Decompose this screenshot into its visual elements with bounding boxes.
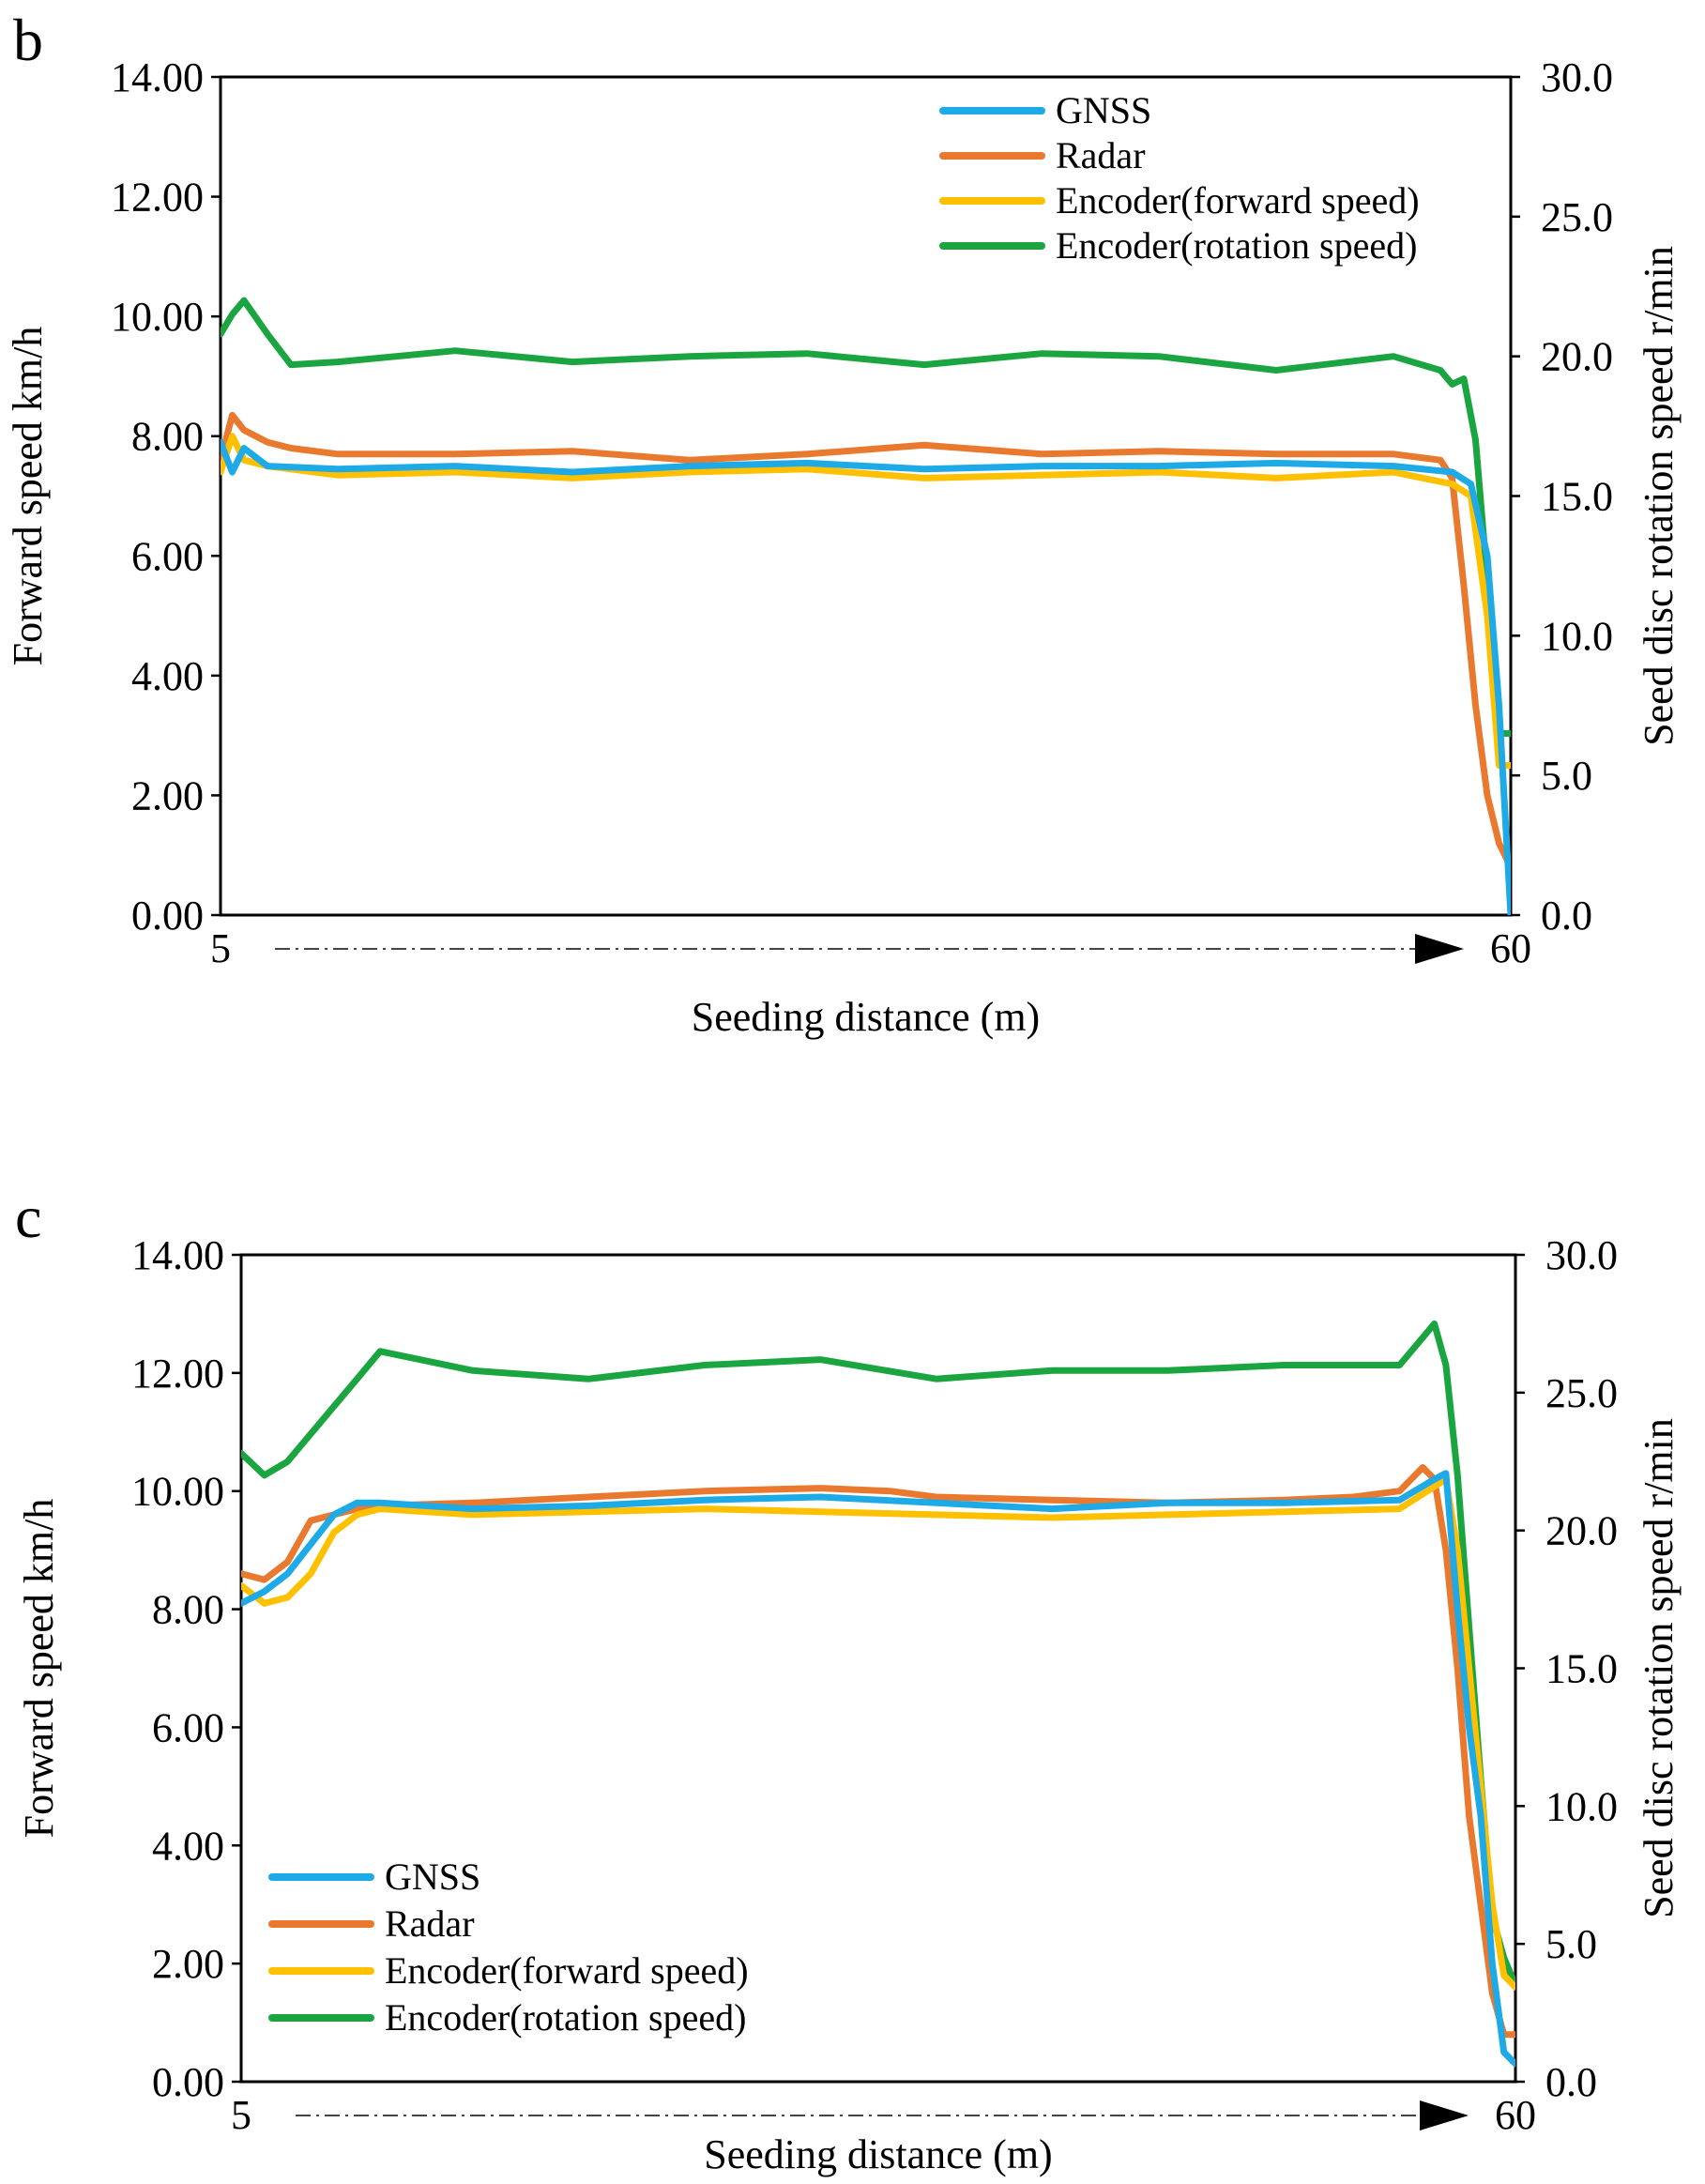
y-tick-label: 8.00 (131, 414, 204, 460)
y-tick-label: 10.00 (111, 294, 204, 340)
series-line-encoder-forward-speed (241, 1475, 1515, 1991)
distance-arrowhead (1420, 2100, 1469, 2131)
y2-tick-label: 30.0 (1545, 1232, 1618, 1278)
legend-label: GNSS (385, 1856, 480, 1898)
y-tick-label: 0.00 (131, 893, 204, 939)
y-tick-label: 6.00 (131, 533, 204, 579)
y2-tick-label: 25.0 (1541, 194, 1613, 240)
y2-tick-label: 20.0 (1545, 1508, 1618, 1554)
chart-panel-b: b 0.00 2.00 4.00 6.00 8.00 10.00 12.00 14.00 0.0 5… (5, 7, 1682, 1040)
y-tick-label: 14.00 (111, 54, 204, 100)
x-tick-label: 5 (231, 2092, 251, 2138)
y-tick-label: 4.00 (131, 653, 204, 699)
y2-tick-label: 0.0 (1541, 893, 1592, 939)
series-line-gnss (241, 1470, 1515, 2068)
y-tick-label: 2.00 (131, 772, 204, 818)
y2-tick-label: 0.0 (1545, 2059, 1597, 2105)
legend-label: Encoder(rotation speed) (385, 1996, 746, 2039)
x-tick-label: 60 (1495, 2092, 1536, 2138)
y2-tick-label: 30.0 (1541, 54, 1613, 100)
panel-label: b (13, 7, 43, 73)
legend-label: Radar (1056, 134, 1146, 176)
y2-axis-label: Seed disc rotation speed r/min (1636, 1418, 1682, 1918)
y-tick-label: 10.00 (131, 1469, 224, 1515)
series-line-encoder-forward-speed (221, 433, 1511, 769)
x-axis-label: Seeding distance (m) (704, 2131, 1052, 2177)
x-tick-label: 60 (1490, 925, 1531, 971)
y2-tick-label: 5.0 (1541, 753, 1592, 799)
x-tick-label: 5 (210, 925, 231, 971)
series-line-encoder-rotation-speed (221, 297, 1511, 737)
series-line-radar (221, 411, 1511, 871)
legend-label: Radar (385, 1902, 475, 1945)
legend-label: Encoder(forward speed) (385, 1949, 749, 1992)
y2-tick-label: 15.0 (1541, 474, 1613, 520)
y-tick-label: 2.00 (152, 1941, 224, 1987)
y2-tick-label: 20.0 (1541, 334, 1613, 380)
distance-arrowhead (1415, 934, 1464, 964)
x-axis-label: Seeding distance (m) (692, 994, 1040, 1040)
y-tick-label: 12.00 (131, 1351, 224, 1397)
y2-tick-label: 10.0 (1545, 1783, 1618, 1829)
y-axis-label: Forward speed km/h (5, 327, 51, 666)
legend-label: Encoder(forward speed) (1056, 179, 1420, 221)
series-line-gnss (221, 438, 1511, 915)
y-tick-label: 14.00 (131, 1232, 224, 1278)
y-tick-label: 12.00 (111, 175, 204, 221)
chart-panel-c: c 0.00 2.00 4.00 6.00 8.00 10.00 12.00 14.00 0.0 5… (15, 1184, 1682, 2177)
legend-label: Encoder(rotation speed) (1056, 224, 1417, 267)
legend-label: GNSS (1056, 89, 1151, 131)
y2-tick-label: 10.0 (1541, 613, 1613, 659)
y2-tick-label: 25.0 (1545, 1370, 1618, 1416)
y-tick-label: 0.00 (152, 2059, 224, 2105)
y-tick-label: 6.00 (152, 1704, 224, 1750)
y2-tick-label: 15.0 (1545, 1646, 1618, 1692)
y2-tick-label: 5.0 (1545, 1921, 1597, 1967)
y-tick-label: 4.00 (152, 1823, 224, 1869)
panel-label: c (15, 1184, 41, 1250)
y2-axis-label: Seed disc rotation speed r/min (1636, 246, 1682, 746)
y-tick-label: 8.00 (152, 1587, 224, 1633)
y-axis-label: Forward speed km/h (16, 1499, 62, 1839)
series-line-encoder-rotation-speed (241, 1320, 1515, 1989)
